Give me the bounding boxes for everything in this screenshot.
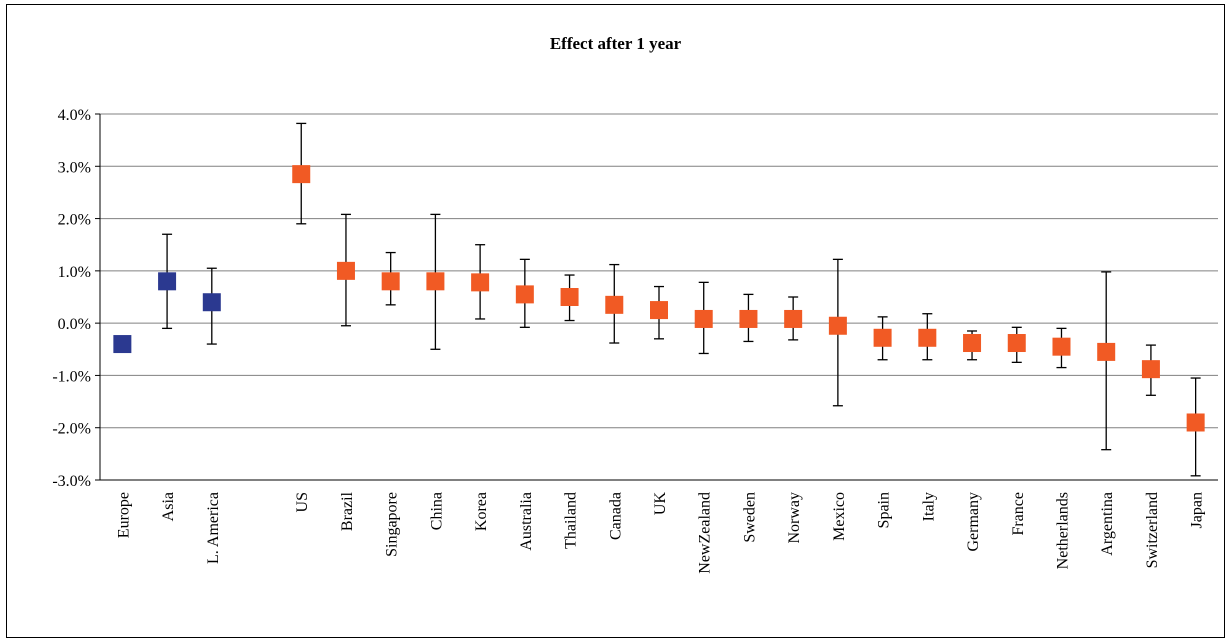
data-point-country [1052, 337, 1071, 356]
x-tick-labels: Europe Asia L. America US Brazil Singapore Chi… [115, 491, 1205, 573]
x-tick-label: NewZealand [697, 492, 714, 574]
x-tick-label: Thailand [563, 492, 580, 549]
y-tick-label: -2.0% [52, 421, 91, 438]
x-tick-label: Switzerland [1144, 492, 1161, 568]
chart-frame [6, 4, 1225, 638]
x-tick-label: L. America [205, 492, 222, 564]
x-tick-label: Argentina [1099, 492, 1116, 556]
x-tick-label: Italy [920, 492, 937, 521]
data-point-country [873, 328, 892, 347]
x-tick-label: Brazil [339, 491, 356, 531]
x-tick-label: Korea [473, 492, 490, 531]
x-tick-label: UK [652, 492, 669, 516]
data-point-country [605, 295, 624, 314]
data-point-country [381, 272, 400, 291]
y-tick-label: 0.0% [58, 316, 91, 333]
data-point-country [515, 285, 534, 304]
data-point-country [1141, 360, 1160, 379]
chart-title: Effect after 1 year [549, 34, 682, 53]
data-point-country [694, 309, 713, 328]
data-point-country [292, 165, 311, 184]
data-point-country [963, 334, 982, 353]
data-point-region [202, 293, 221, 312]
data-point-country [828, 316, 847, 335]
x-tick-label: Australia [518, 492, 535, 551]
error-bars [162, 122, 1201, 477]
x-tick-label: Spain [876, 492, 893, 528]
data-point-country [1097, 342, 1116, 361]
x-tick-label: Japan [1189, 492, 1206, 528]
x-tick-label: Norway [786, 492, 803, 544]
y-tick-label: 3.0% [58, 159, 91, 176]
data-point-country [1186, 413, 1205, 432]
data-point-region [158, 272, 177, 291]
data-point-country [471, 273, 490, 292]
x-tick-label: France [1010, 492, 1027, 536]
data-point-country [784, 309, 803, 328]
x-tick-label: Singapore [384, 492, 401, 557]
x-tick-label: Mexico [831, 492, 848, 541]
axes [95, 113, 1218, 481]
data-point-country [426, 272, 445, 291]
data-point-country [650, 301, 668, 320]
y-tick-label: -3.0% [52, 473, 91, 490]
x-tick-label: Asia [160, 492, 177, 521]
x-tick-label: Germany [965, 492, 982, 552]
x-tick-label: Netherlands [1054, 492, 1071, 569]
y-tick-label: -1.0% [52, 368, 91, 385]
y-tick-labels: -3.0% -2.0% -1.0% 0.0% 1.0% 2.0% 3.0% 4.0% [52, 107, 91, 490]
data-points [113, 165, 1205, 432]
data-point-country [560, 288, 579, 306]
x-tick-label: US [294, 492, 311, 512]
y-tick-label: 2.0% [58, 212, 91, 229]
x-tick-label: Canada [607, 492, 624, 540]
y-tick-label: 1.0% [58, 264, 91, 281]
data-point-country [918, 328, 937, 347]
data-point-country [739, 309, 758, 328]
data-point-region [113, 335, 132, 354]
x-tick-label: China [428, 492, 445, 530]
y-tick-label: 4.0% [58, 107, 91, 124]
x-tick-label: Sweden [741, 492, 758, 543]
gridlines [100, 113, 1218, 481]
data-point-country [1007, 334, 1026, 353]
x-tick-label: Europe [115, 492, 132, 538]
data-point-country [336, 261, 355, 280]
